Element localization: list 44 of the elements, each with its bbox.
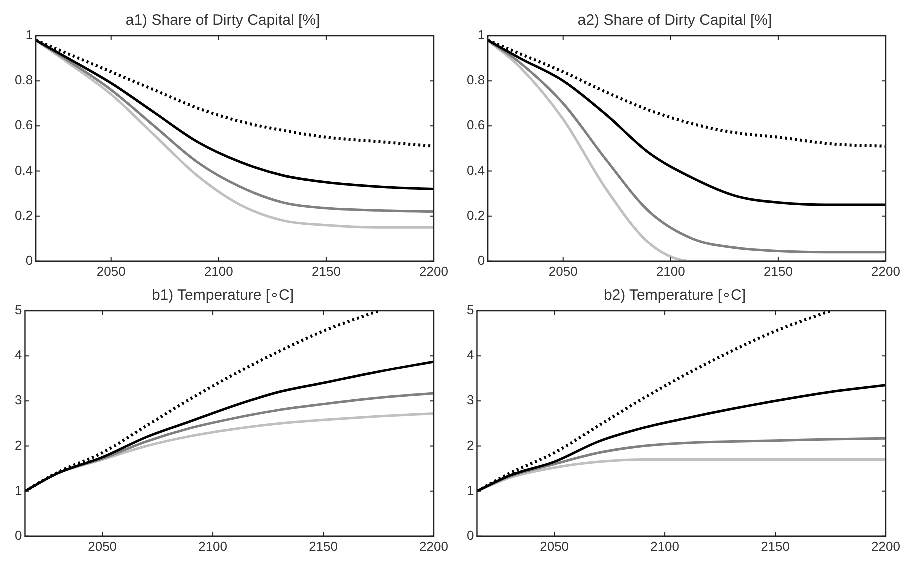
x-tick-label: 2100 [204, 264, 234, 279]
x-tick-label: 2200 [872, 264, 900, 279]
y-tick-label: 0.8 [466, 72, 486, 88]
y-tick-label: 1 [466, 482, 474, 498]
y-tick-label: 4 [14, 348, 22, 363]
y-tick-label: 0 [14, 528, 22, 543]
y-tick-label: 3 [466, 392, 474, 408]
y-tick-label: 3 [14, 392, 22, 408]
x-tick-label: 2050 [96, 264, 126, 279]
y-tick-label: 0.8 [14, 72, 34, 88]
y-tick-label: 2 [466, 438, 474, 453]
y-tick-label: 0.6 [466, 118, 486, 133]
x-tick-label: 2050 [88, 538, 118, 554]
chart-title: a2) Share of Dirty Capital [%] [578, 12, 772, 30]
y-tick-label: 5 [14, 302, 22, 318]
y-tick-label: 0.4 [14, 162, 34, 178]
x-tick-label: 2200 [872, 538, 900, 554]
x-tick-label: 2100 [198, 538, 228, 554]
y-tick-label: 1 [26, 28, 34, 43]
y-tick-label: 0 [478, 252, 486, 268]
y-tick-label: 1 [478, 28, 486, 43]
x-tick-label: 2150 [312, 264, 341, 279]
y-tick-label: 0.4 [466, 162, 486, 178]
chart-title: b1) Temperature [∘C] [152, 287, 294, 304]
chart-title: a1) Share of Dirty Capital [%] [126, 12, 320, 30]
chart-title: b2) Temperature [∘C] [604, 287, 746, 304]
y-tick-label: 4 [466, 348, 474, 363]
x-tick-label: 2150 [761, 538, 790, 554]
y-tick-label: 5 [466, 302, 474, 318]
y-tick-label: 0 [466, 528, 474, 543]
y-tick-label: 0 [26, 252, 34, 268]
y-tick-label: 2 [14, 438, 22, 453]
y-tick-label: 1 [14, 482, 22, 498]
x-tick-label: 2100 [656, 264, 686, 279]
x-tick-label: 2150 [764, 264, 793, 279]
x-tick-label: 2200 [420, 538, 448, 554]
y-tick-label: 0.6 [14, 118, 34, 133]
x-tick-label: 2150 [309, 538, 338, 554]
x-tick-label: 2050 [548, 264, 578, 279]
x-tick-label: 2100 [650, 538, 680, 554]
x-tick-label: 2050 [540, 538, 570, 554]
y-tick-label: 0.2 [466, 208, 486, 223]
y-tick-label: 0.2 [14, 208, 34, 223]
x-tick-label: 2200 [420, 264, 448, 279]
